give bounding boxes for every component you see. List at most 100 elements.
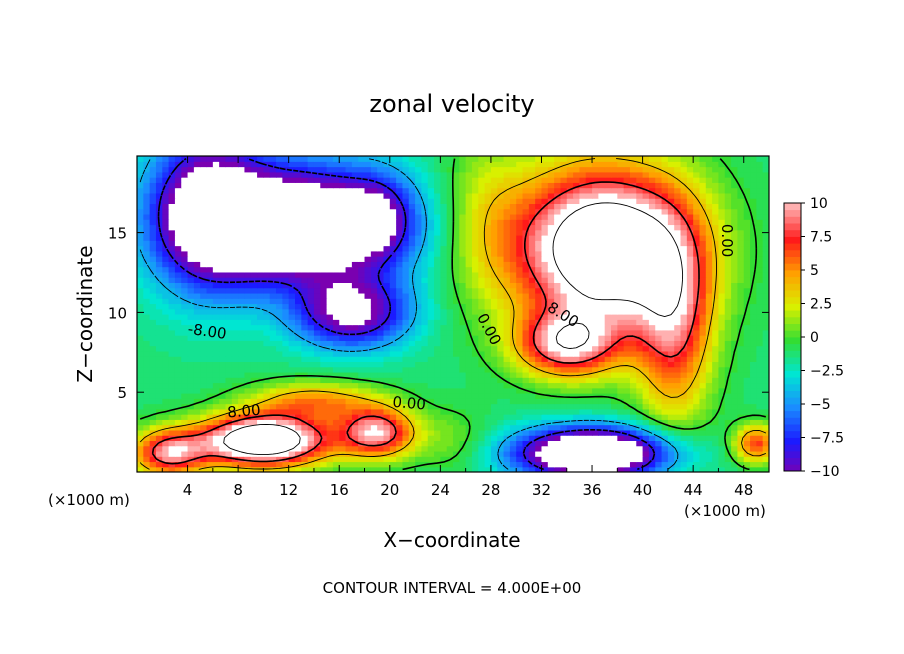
field-cell xyxy=(295,282,302,289)
field-cell xyxy=(187,292,195,299)
field-cell xyxy=(257,277,264,283)
field-cell xyxy=(250,403,258,410)
field-cell xyxy=(282,403,290,410)
field-cell xyxy=(193,219,201,226)
field-cell xyxy=(212,324,220,331)
field-cell xyxy=(667,414,675,420)
field-cell xyxy=(137,308,144,315)
field-cell xyxy=(181,440,189,447)
field-cell xyxy=(421,319,429,326)
field-cell xyxy=(686,408,694,415)
field-cell xyxy=(680,445,688,452)
field-cell xyxy=(560,429,568,436)
field-cell xyxy=(143,208,151,215)
field-cell xyxy=(137,361,144,368)
field-cell xyxy=(351,424,359,431)
field-cell xyxy=(743,340,751,347)
field-cell xyxy=(497,250,505,257)
field-cell xyxy=(421,398,429,405)
field-cell xyxy=(686,456,694,463)
field-cell xyxy=(604,403,612,410)
field-cell xyxy=(313,456,321,463)
field-cell xyxy=(370,393,378,399)
field-cell xyxy=(705,361,713,368)
field-cell xyxy=(446,235,454,241)
field-cell xyxy=(655,350,663,357)
field-cell xyxy=(193,224,201,231)
field-cell xyxy=(490,345,498,352)
field-cell xyxy=(629,229,637,236)
field-cell xyxy=(573,366,580,373)
field-cell xyxy=(326,308,334,315)
field-cell xyxy=(269,229,277,236)
field-cell xyxy=(750,382,757,389)
field-cell xyxy=(655,314,663,320)
field-cell xyxy=(724,266,732,273)
field-cell xyxy=(617,219,625,226)
field-cell xyxy=(155,356,163,362)
field-cell xyxy=(579,424,587,431)
field-cell xyxy=(162,398,170,405)
field-cell xyxy=(459,261,467,268)
field-cell xyxy=(478,466,486,472)
field-cell xyxy=(276,387,283,394)
field-cell xyxy=(636,377,644,384)
field-cell xyxy=(206,466,214,472)
field-cell xyxy=(623,282,631,289)
field-cell xyxy=(282,229,290,236)
field-cell xyxy=(206,445,214,452)
field-cell xyxy=(541,208,549,215)
field-cell xyxy=(471,213,479,220)
field-cell xyxy=(471,319,479,326)
field-cell xyxy=(509,361,517,368)
field-cell xyxy=(370,213,378,220)
field-cell xyxy=(522,377,530,384)
field-cell xyxy=(415,440,422,447)
field-cell xyxy=(478,403,486,410)
field-cell xyxy=(535,377,543,384)
field-cell xyxy=(225,440,233,447)
field-cell xyxy=(756,329,764,336)
field-cell xyxy=(585,340,593,347)
field-cell xyxy=(712,298,720,305)
field-cell xyxy=(383,435,391,441)
field-cell xyxy=(693,419,701,426)
field-cell xyxy=(667,256,675,262)
field-cell xyxy=(686,292,694,299)
field-cell xyxy=(427,335,435,341)
field-cell xyxy=(693,314,701,320)
field-cell xyxy=(636,393,644,399)
field-cell xyxy=(263,424,271,431)
field-cell xyxy=(750,287,757,294)
field-cell xyxy=(566,271,574,278)
field-cell xyxy=(471,324,479,331)
field-cell xyxy=(541,308,549,315)
field-cell xyxy=(181,387,189,394)
field-cell xyxy=(705,314,713,320)
field-cell xyxy=(674,366,682,373)
field-cell xyxy=(219,324,227,331)
field-cell xyxy=(598,424,606,431)
field-cell xyxy=(522,466,530,472)
field-cell xyxy=(137,440,144,447)
field-cell xyxy=(762,366,769,373)
field-cell xyxy=(547,240,555,247)
field-cell xyxy=(604,266,612,273)
field-cell xyxy=(320,345,328,352)
field-cell xyxy=(402,419,410,426)
field-cell xyxy=(642,266,650,273)
field-cell xyxy=(674,387,682,394)
field-cell xyxy=(219,393,227,399)
field-cell xyxy=(453,435,460,441)
field-cell xyxy=(434,456,441,463)
field-cell xyxy=(667,271,675,278)
field-cell xyxy=(225,277,233,283)
field-cell xyxy=(408,387,416,394)
field-cell xyxy=(750,282,757,289)
field-cell xyxy=(478,256,486,262)
field-cell xyxy=(250,261,258,268)
field-cell xyxy=(332,329,340,336)
field-cell xyxy=(332,424,340,431)
field-cell xyxy=(231,361,239,368)
field-cell xyxy=(636,229,644,236)
